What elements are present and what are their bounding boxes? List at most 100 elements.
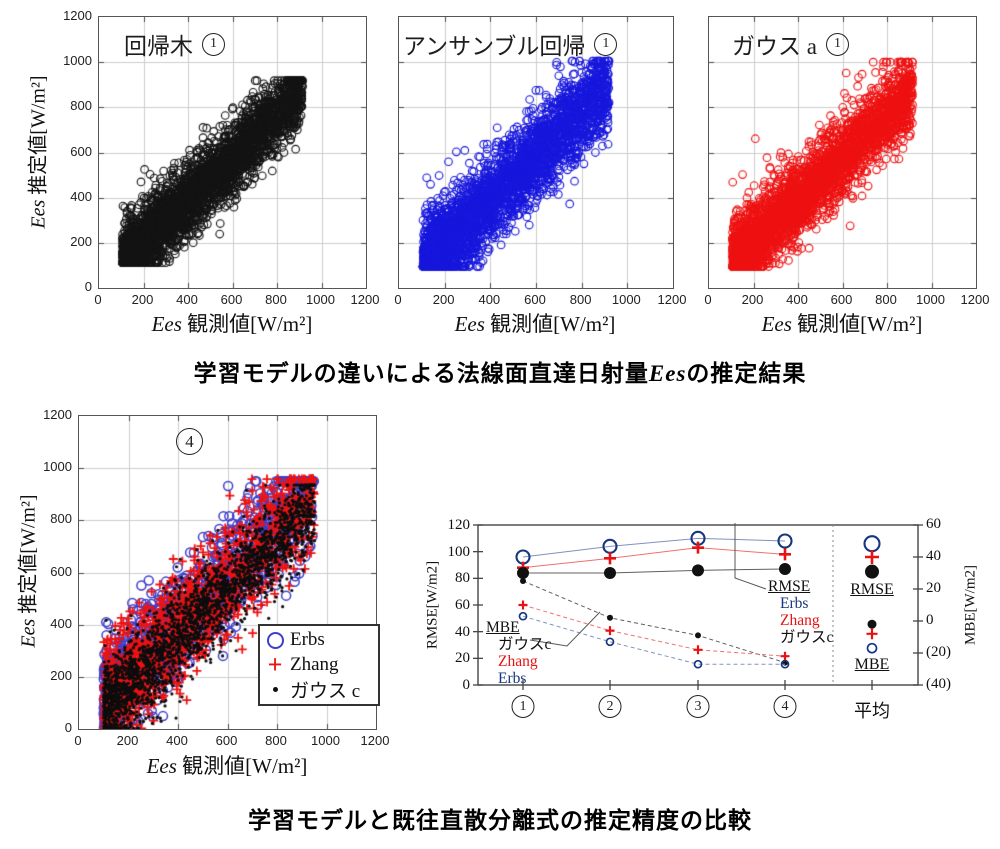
left-axis-tick-label: 80	[455, 570, 470, 587]
open-circle-marker	[518, 611, 528, 621]
dot-marker-icon	[264, 687, 286, 693]
x-axis-tick-label: 0	[704, 292, 712, 307]
mbe-series-line	[522, 604, 786, 657]
x-axis-variable: Ees	[146, 754, 177, 778]
x-axis-tick-label: 200	[432, 292, 455, 307]
avg-rmse-label: RMSE	[842, 581, 902, 599]
plus-marker	[518, 600, 528, 610]
x-axis-title: Ees 観測値[W/m²]	[455, 308, 616, 338]
x-axis-tick-label: 800	[265, 733, 287, 748]
mbe-annotation: MBE ガウスc Zhang Erbs	[486, 619, 551, 687]
x-axis-tick-label: 600	[220, 292, 243, 307]
x-axis-tick-label: 200	[741, 292, 764, 307]
x-axis-text: 観測値[W/m²]	[181, 312, 313, 336]
right-axis-tick-label: 0	[926, 612, 934, 628]
avg-rmse-text: RMSE	[850, 581, 894, 598]
y-axis-tick-label: 200	[50, 667, 72, 683]
avg-mbe-label: MBE	[842, 656, 902, 674]
open-circle-marker	[605, 637, 615, 647]
y-axis-tick-label: 1000	[63, 53, 92, 69]
y-axis-tick-label: 0	[84, 279, 92, 294]
plot-title-regression-tree: 回帰木 1	[124, 27, 225, 61]
x-axis-tick-label: 200	[116, 733, 139, 748]
plot-title-text: ガウス a	[732, 34, 817, 59]
plus-marker-icon: +	[267, 649, 283, 679]
open-circle-marker	[866, 642, 878, 654]
plus-marker	[605, 626, 615, 636]
x-axis-title: Ees 観測値[W/m²]	[152, 308, 313, 338]
x-axis-variable: Ees	[761, 312, 792, 336]
avg-mbe-text: MBE	[854, 656, 890, 673]
plus-marker	[692, 541, 704, 554]
y-axis-tick-label: 1200	[43, 407, 72, 422]
plot-title-gauss-a: ガウス a 1	[732, 27, 849, 61]
right-axis-title: MBE[W/m2]	[963, 565, 980, 645]
plus-marker	[779, 548, 791, 561]
dot-marker	[520, 578, 526, 584]
mbe-series-line	[522, 580, 786, 664]
x-axis-tick-label: 800	[569, 292, 592, 307]
mbe-annotation-erbs: Erbs	[498, 670, 527, 687]
x-axis-tick-label: 800	[265, 292, 287, 307]
open-circle-marker	[780, 659, 790, 669]
plot-title-combined: 4	[176, 428, 203, 455]
x-axis-tick-label: 1000	[611, 292, 641, 307]
x-axis-tick-label: 1200	[360, 733, 390, 748]
left-axis-tick-label: 20	[455, 650, 470, 667]
left-axis-tick-label: 120	[447, 517, 471, 533]
dot-marker	[604, 567, 616, 579]
y-axis-tick-label: 1000	[43, 459, 72, 475]
x-axis-tick-label: 200	[131, 292, 154, 307]
circled-number-badge: 4	[176, 428, 203, 455]
left-axis-tick-label: 60	[455, 597, 470, 613]
right-axis-tick-label: (40)	[926, 676, 951, 692]
category-circled-number: 2	[598, 695, 622, 718]
x-axis-variable: Ees	[454, 312, 485, 336]
dot-marker	[695, 632, 701, 639]
x-axis-tick-label: 800	[875, 292, 897, 307]
plus-marker	[865, 550, 879, 564]
legend-label: Zhang	[290, 653, 339, 675]
y-axis-tick-label: 400	[50, 615, 72, 631]
rmse-series-line	[522, 547, 786, 569]
legend-label: ガウス c	[290, 681, 361, 703]
x-axis-tick-label: 1200	[350, 292, 380, 307]
legend-box: Erbs + Zhang ガウス c	[258, 624, 380, 706]
scatter-plot-regression-tree	[98, 16, 367, 289]
mbe-annotation-gauss: ガウスc	[498, 636, 552, 653]
x-axis-tick-label: 400	[166, 733, 188, 748]
dot-marker	[607, 614, 613, 621]
x-axis-title: Ees 観測値[W/m²]	[762, 308, 923, 338]
plot-title-ensemble: アンサンブル回帰 1	[403, 27, 618, 61]
plot-title-text: 回帰木	[124, 34, 193, 59]
plot-title-text: アンサンブル回帰	[403, 34, 586, 59]
mbe-leader-line	[529, 611, 601, 647]
category-circled-number: 4	[773, 695, 797, 718]
caption-text: の推定結果	[686, 360, 807, 386]
right-axis-tick-label: 40	[926, 548, 941, 564]
scatter-plot-gauss-a	[708, 16, 977, 289]
x-axis-tick-label: 0	[394, 292, 402, 307]
y-axis-tick-label: 0	[64, 720, 72, 735]
x-axis-tick-label: 600	[215, 733, 238, 748]
x-axis-tick-label: 600	[830, 292, 853, 307]
plus-marker	[604, 552, 616, 565]
rmse-annotation-gauss: ガウスc	[780, 629, 834, 646]
rmse-series-line	[522, 537, 786, 558]
rmse-leader-line	[734, 523, 767, 590]
x-axis-tick-label: 600	[524, 292, 546, 307]
x-axis-variable: Ees	[151, 312, 182, 336]
y-axis-tick-label: 400	[70, 188, 92, 204]
x-axis-tick-label: 400	[176, 292, 198, 307]
legend-item-gauss-c: ガウス c	[264, 678, 374, 702]
x-axis-text: 観測値[W/m²]	[484, 312, 616, 336]
y-axis-tick-label: 800	[50, 511, 72, 527]
x-axis-text: 観測値[W/m²]	[176, 754, 308, 778]
open-circle-marker	[777, 533, 793, 549]
circled-number-badge: 1	[594, 32, 618, 56]
dot-marker	[692, 564, 704, 577]
dot-marker	[517, 567, 529, 579]
right-axis-tick-label: 60	[926, 516, 941, 532]
y-axis-tick-label: 1200	[63, 8, 92, 23]
